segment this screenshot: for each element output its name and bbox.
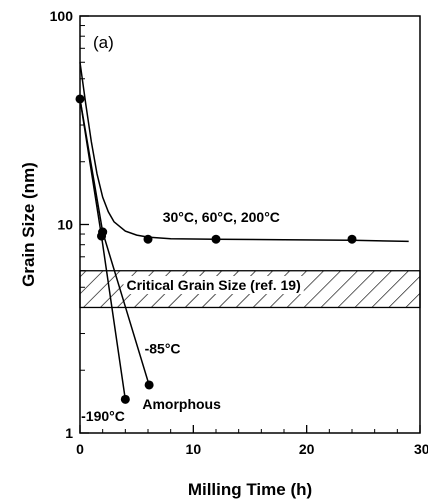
data-point-s1-5 [347,234,357,244]
x-tick-label: 20 [299,441,315,457]
y-axis-title: Grain Size (nm) [19,162,38,287]
data-point-s2-2 [144,380,154,390]
series-line-2 [79,98,150,386]
y-tick-label: 1 [65,425,73,441]
data-point-s1-3 [143,234,153,244]
label-warm-temperatures: 30°C, 60°C, 200°C [163,209,280,225]
label-minus-190c: -190°C [81,408,125,424]
x-axis-title: Milling Time (h) [188,480,312,499]
series-line-1 [79,62,409,243]
label-critical-grain-size: Critical Grain Size (ref. 19) [126,277,300,293]
band-label-background [123,276,304,295]
data-point-s1-4 [211,234,221,244]
x-tick-label: 0 [76,441,84,457]
panel-label: (a) [93,33,114,52]
data-point-s3-1 [97,231,107,241]
x-tick-label: 10 [186,441,202,457]
label-amorphous: Amorphous [142,396,221,412]
y-tick-label: 100 [50,8,74,24]
series-line-3 [79,98,127,400]
y-tick-label: 10 [57,217,73,233]
data-point-s3-2 [120,394,130,404]
label-minus-85c: -85°C [145,341,181,357]
x-tick-label: 30 [414,441,428,457]
